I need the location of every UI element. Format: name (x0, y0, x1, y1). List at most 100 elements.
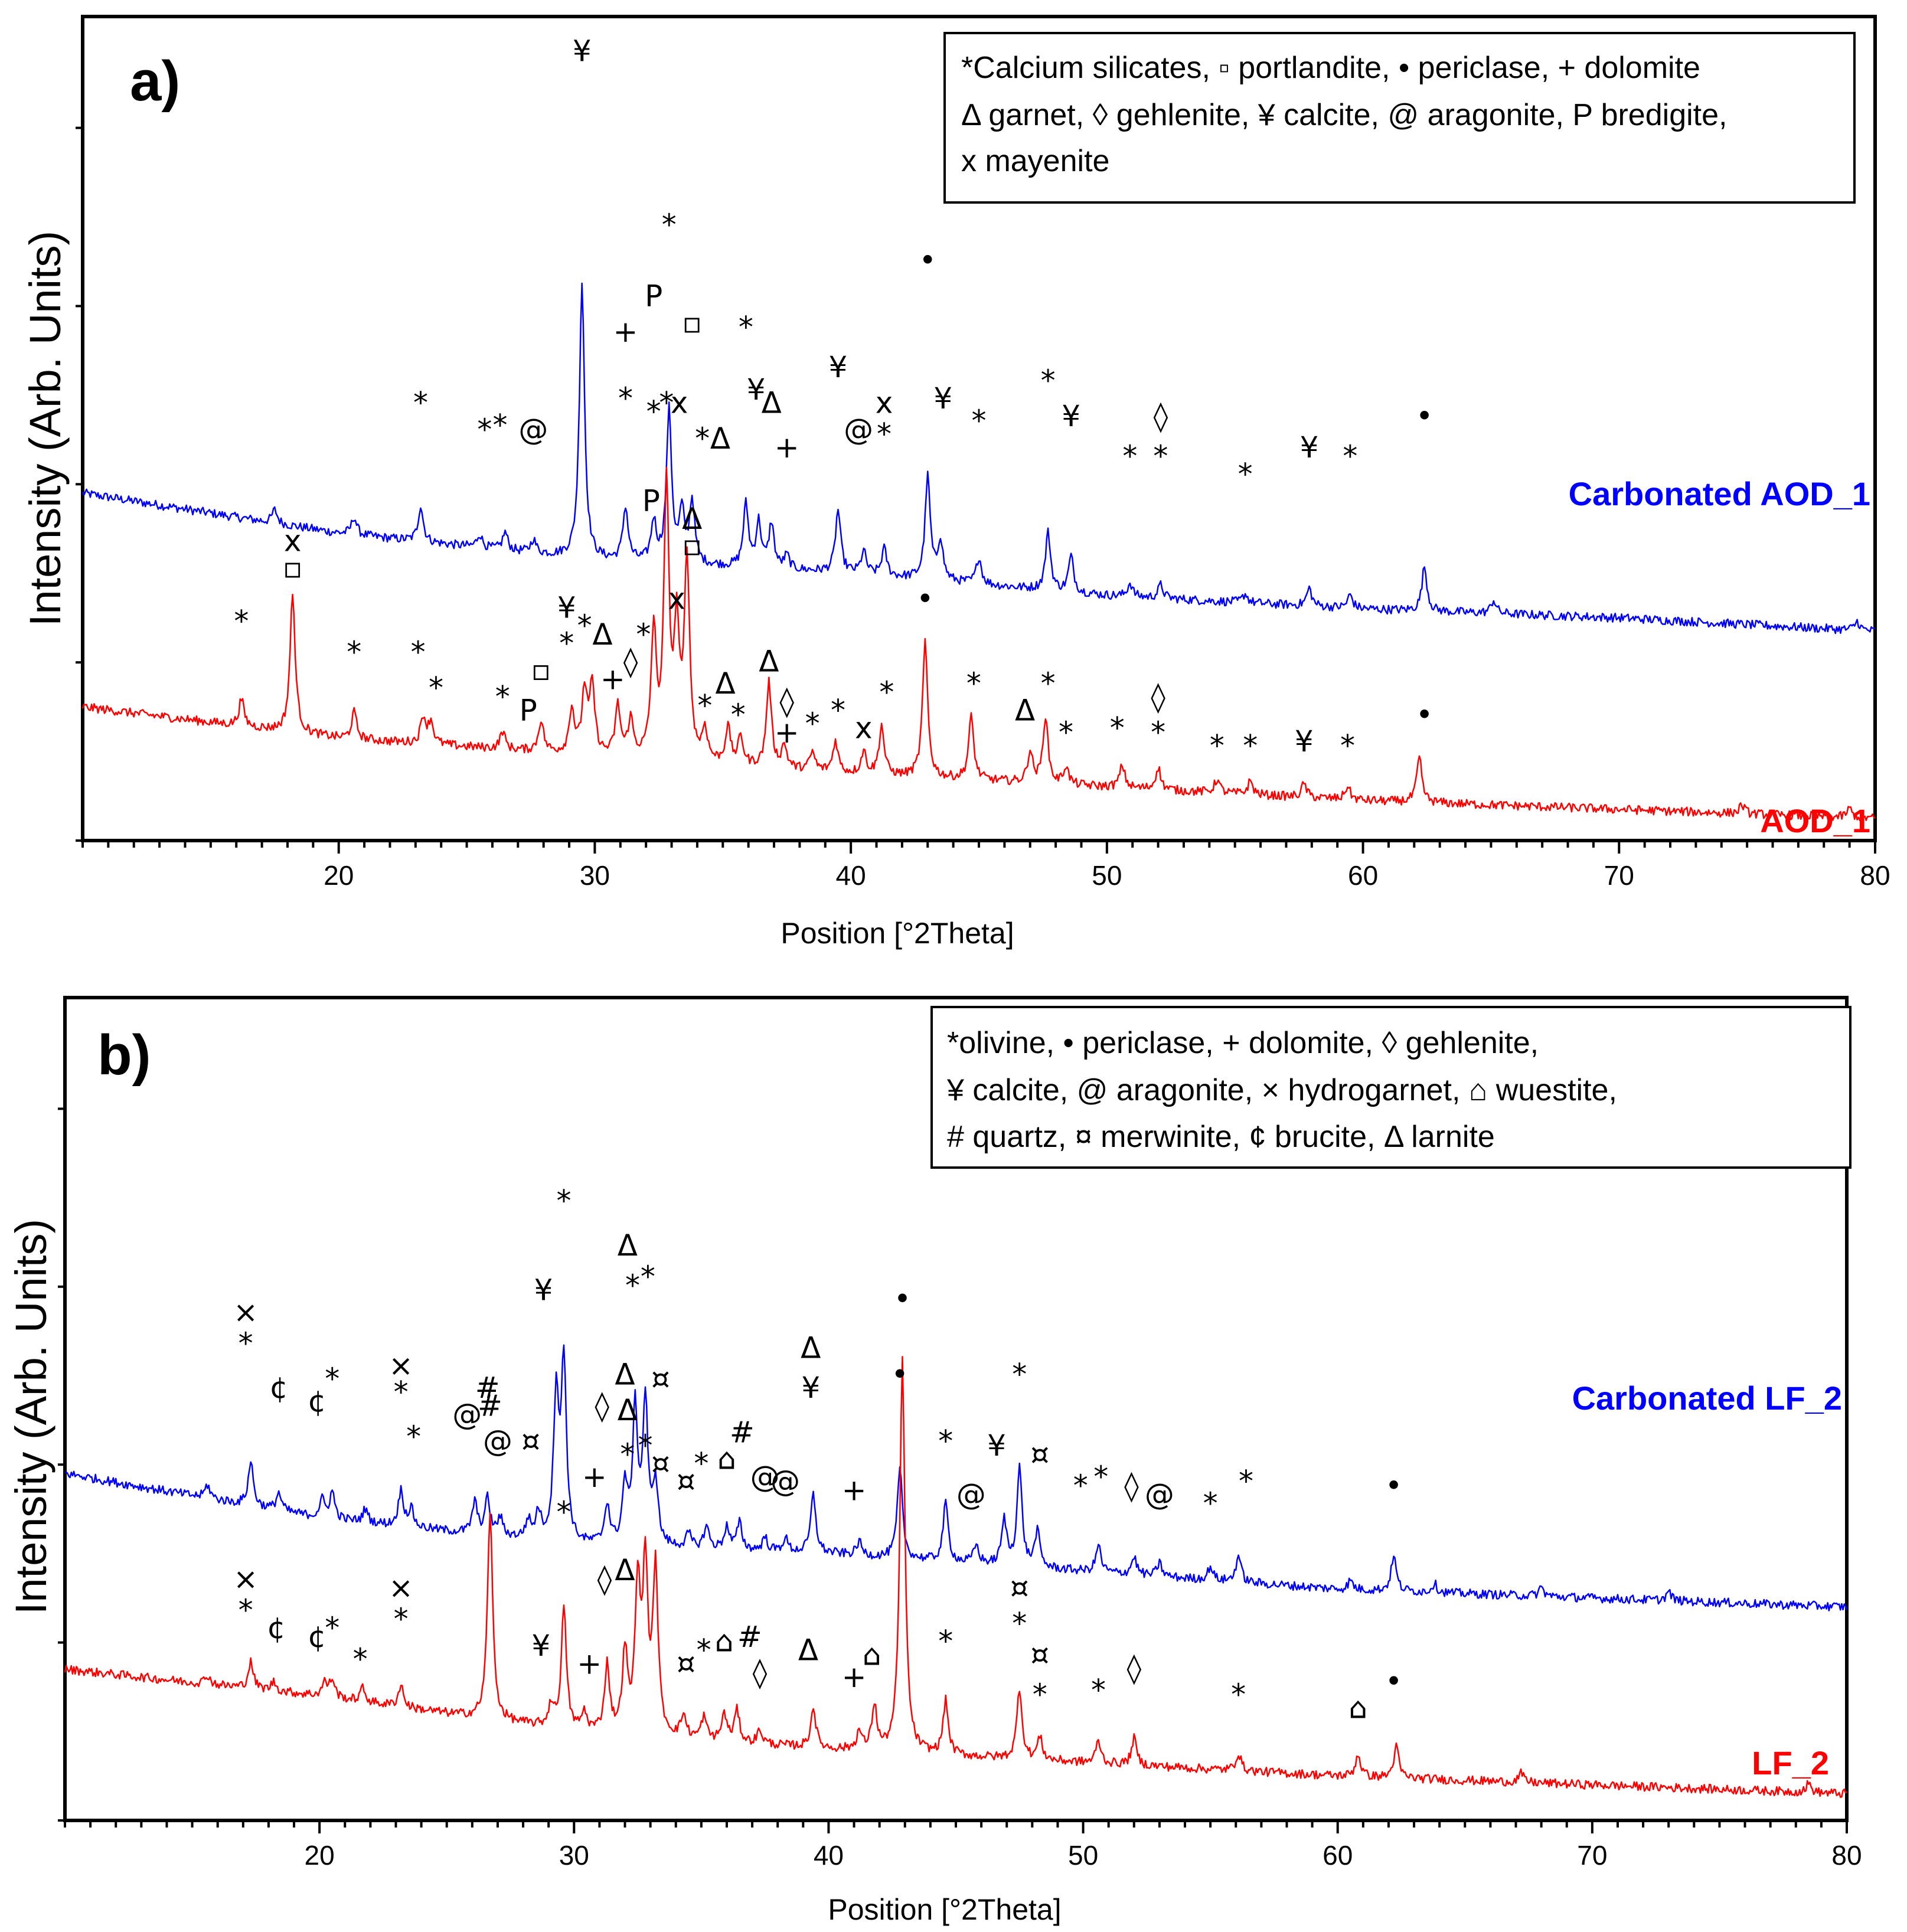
x-tick-label-b-80: 80 (1831, 1840, 1862, 1871)
series-label-lf2: LF_2 (1752, 1744, 1829, 1781)
peak-marker-a-0-22: • (919, 243, 937, 277)
peak-marker-b-1-2: ¢ (267, 1611, 286, 1645)
peak-marker-a-0-32: * (1343, 439, 1357, 473)
peak-marker-a-1-34: * (1041, 666, 1056, 701)
x-tick-label-a-20: 20 (324, 860, 354, 891)
peak-marker-b-1-7: * (394, 1602, 409, 1636)
peak-annotations-a: ** * @¥+* *P*x▫* Δ*¥Δ+¥@x*•¥**¥*◊**¥ *•*x▫* **… (234, 34, 1433, 763)
peak-marker-a-1-5: * (429, 671, 443, 705)
peak-marker-b-1-8: # (475, 1371, 500, 1405)
x-tick-label-a-60: 60 (1348, 860, 1378, 891)
panel-label-b: b) (97, 1024, 151, 1087)
peak-marker-b-0-24: # (730, 1416, 755, 1450)
peak-marker-b-0-15: ◊ (595, 1388, 609, 1423)
peak-marker-a-0-23: ¥ (933, 381, 952, 416)
y-axis-label-a: Intensity (Arb. Units) (21, 231, 70, 626)
legend-line-b-3: # quartz, ¤ merwinite, ¢ brucite, Δ larn… (947, 1120, 1495, 1154)
peak-marker-b-1-25: ⌂ (863, 1637, 881, 1672)
peak-marker-a-1-37: ◊ (1151, 680, 1165, 714)
peak-marker-a-1-24: Δ (759, 644, 779, 678)
peak-marker-b-0-11: ¤ (521, 1424, 540, 1459)
peak-marker-b-1-4: * (325, 1611, 339, 1645)
peak-marker-b-1-36: • (1385, 1664, 1403, 1698)
panel-b: b) Intensity (Arb. Units) Position [°2Th… (6, 996, 1862, 1926)
peak-marker-b-0-13: * (557, 1184, 572, 1218)
series-label-aod1: AOD_1 (1760, 802, 1870, 839)
peak-marker-b-1-20: ⌂ (715, 1624, 734, 1659)
peak-marker-b-0-38: ◊ (1124, 1469, 1139, 1503)
peak-marker-a-0-7: * (646, 395, 661, 429)
peak-marker-a-0-15: ¥ (747, 372, 766, 407)
x-tick-label-a-80: 80 (1860, 860, 1890, 891)
peak-marker-a-0-16: Δ (762, 386, 782, 420)
peak-marker-b-0-33: ¥ (987, 1428, 1006, 1463)
peak-marker-b-1-31: * (1033, 1678, 1047, 1712)
peak-marker-b-0-41: * (1239, 1464, 1253, 1498)
series-label-carbonated-lf2: Carbonated LF_2 (1572, 1379, 1842, 1417)
peak-marker-b-0-22: * (694, 1446, 708, 1480)
peak-marker-a-0-21: * (877, 417, 892, 451)
peak-marker-a-1-31: • (916, 582, 934, 616)
peak-marker-a-0-33: • (1416, 399, 1433, 433)
peak-marker-a-1-4: * (411, 635, 426, 669)
trace-lf-2 (64, 1356, 1847, 1798)
x-axis-label-b: Position [°2Theta] (828, 1893, 1061, 1926)
x-tick-label-b-50: 50 (1068, 1840, 1098, 1871)
peak-marker-a-0-10: x (671, 386, 688, 420)
peak-marker-a-1-22: Δ (716, 666, 736, 701)
peak-marker-a-1-30: * (879, 675, 894, 710)
peak-marker-b-1-26: • (894, 1282, 912, 1316)
peak-marker-b-0-4: * (325, 1362, 339, 1396)
peak-marker-b-1-32: * (1091, 1673, 1106, 1708)
peak-marker-a-1-12: Δ (592, 617, 612, 652)
peak-marker-b-1-33: ◊ (1126, 1651, 1141, 1685)
peak-marker-a-1-38: * (1151, 715, 1165, 750)
peak-marker-b-0-14: + (582, 1460, 607, 1494)
peak-marker-b-0-10: @ (483, 1424, 512, 1459)
peak-marker-a-0-14: * (739, 310, 753, 344)
peak-marker-b-1-13: Δ (615, 1553, 635, 1587)
peak-marker-a-1-29: x (855, 711, 873, 745)
x-tick-label-b-70: 70 (1577, 1840, 1607, 1871)
peak-marker-b-0-12: ¥ (534, 1273, 553, 1307)
peak-marker-b-1-17: ¤ (651, 1446, 670, 1480)
peak-marker-b-0-3: ¢ (308, 1384, 326, 1418)
peak-marker-a-1-33: Δ (1015, 693, 1035, 727)
legend-line-b-1: *olivine, • periclase, + dolomite, ◊ geh… (947, 1026, 1539, 1060)
peak-marker-b-1-15: * (620, 1437, 635, 1472)
peak-marker-b-0-9: # (478, 1388, 502, 1423)
peak-marker-a-0-18: ¥ (829, 350, 848, 384)
legend-line-a-3: x mayenite (961, 144, 1109, 178)
peak-marker-b-1-23: Δ (798, 1633, 818, 1668)
peak-marker-b-1-14: Δ (618, 1393, 638, 1427)
peak-marker-b-0-25: @ (750, 1460, 780, 1494)
peak-marker-a-1-0: * (234, 604, 249, 638)
x-tick-label-a-50: 50 (1092, 860, 1122, 891)
x-tick-label-b-40: 40 (814, 1840, 844, 1871)
peak-marker-b-0-17: Δ (618, 1228, 638, 1263)
peak-marker-a-0-31: ¥ (1300, 430, 1319, 465)
peak-marker-b-1-10: * (557, 1495, 572, 1529)
peak-marker-b-1-21: # (737, 1620, 762, 1654)
peak-marker-a-1-43: • (1416, 698, 1433, 732)
peak-marker-a-1-32: * (966, 666, 981, 701)
peak-marker-b-0-31: * (938, 1424, 953, 1459)
peak-marker-b-0-39: @ (1145, 1477, 1174, 1512)
legend-line-b-2: ¥ calcite, @ aragonite, × hydrogarnet, ⌂… (946, 1073, 1617, 1107)
peak-marker-a-1-14: ◊ (623, 644, 638, 678)
series-label-carbonated-aod1: Carbonated AOD_1 (1569, 475, 1870, 512)
peak-marker-a-1-11: * (577, 609, 592, 643)
x-tick-label-b-60: 60 (1323, 1840, 1353, 1871)
x-tick-label-a-30: 30 (580, 860, 610, 891)
peak-marker-a-1-28: * (831, 693, 845, 727)
peak-marker-a-0-27: * (1122, 439, 1137, 473)
peak-annotations-b: ×*¢ ¢* ×**@#@ ¤¥*+◊ΔΔ* *¤¤* ⌂#@@Δ¥+•*@¥*¤* * ◊ @… (233, 1184, 1402, 1725)
peak-marker-b-1-16: * (638, 1428, 653, 1463)
peak-marker-b-0-26: @ (770, 1464, 800, 1498)
peak-marker-b-0-16: Δ (615, 1358, 635, 1392)
legend-line-a-2: Δ garnet, ◊ gehlenite, ¥ calcite, @ arag… (961, 98, 1728, 132)
peak-marker-b-1-1: * (239, 1593, 253, 1627)
peak-marker-b-0-42: • (1385, 1469, 1403, 1503)
peak-marker-a-1-23: * (731, 698, 746, 732)
